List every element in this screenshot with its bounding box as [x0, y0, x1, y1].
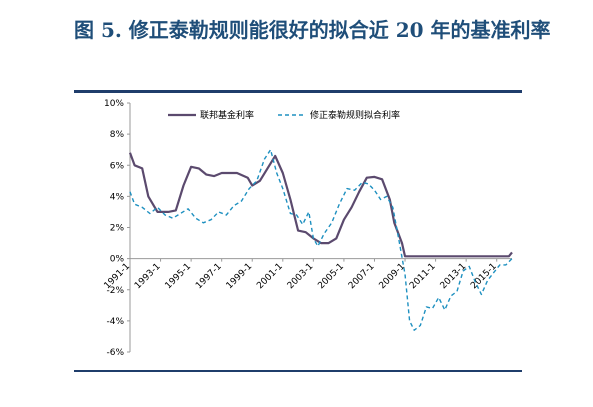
chart-title: 图 5. 修正泰勒规则能很好的拟合近 20 年的基准利率	[74, 18, 551, 42]
x-tick-label: 2013-1	[439, 262, 469, 292]
x-tick-label: 2011-1	[408, 262, 438, 292]
chart-axes	[127, 102, 512, 353]
legend: 联邦基金利率 修正泰勒规则拟合利率	[168, 109, 400, 121]
y-tick-label: -6%	[106, 348, 124, 358]
series-lines	[128, 149, 513, 331]
top-rule	[74, 90, 522, 93]
x-tick-label: 2001-1	[255, 262, 285, 292]
y-tick-labels: 10% 8% 6% 4% 2% 0% -2% -4% -6%	[104, 99, 124, 358]
y-tick-label: 4%	[110, 192, 125, 202]
series-line-1	[128, 152, 513, 258]
x-tick-label: 2009-1	[378, 262, 408, 292]
x-tick-label: 1993-1	[133, 262, 163, 292]
x-tick-label: 2015-1	[469, 262, 499, 292]
x-tick-label: 1997-1	[194, 262, 224, 292]
series-line-2	[129, 149, 513, 331]
x-tick-label: 2005-1	[316, 262, 346, 292]
x-tick-labels: 1991-1 1993-1 1995-1 1997-1 1999-1 2001-1 2003…	[103, 262, 499, 292]
y-tick-label: 2%	[110, 224, 125, 234]
x-tick-label: 2003-1	[286, 262, 316, 292]
y-tick-label: 6%	[110, 161, 125, 171]
x-tick-label: 1995-1	[164, 262, 194, 292]
x-tick-label: 2007-1	[347, 262, 377, 292]
bottom-rule	[74, 370, 522, 372]
y-tick-label: 10%	[104, 99, 124, 109]
y-tick-label: 8%	[110, 130, 125, 140]
legend-label-1: 联邦基金利率	[200, 109, 254, 121]
y-tick-label: -2%	[106, 286, 124, 296]
x-tick-label: 1999-1	[225, 262, 255, 292]
y-tick-label: -4%	[106, 317, 124, 327]
y-tick-label: 0%	[110, 255, 125, 265]
legend-label-2: 修正泰勒规则拟合利率	[310, 109, 400, 121]
